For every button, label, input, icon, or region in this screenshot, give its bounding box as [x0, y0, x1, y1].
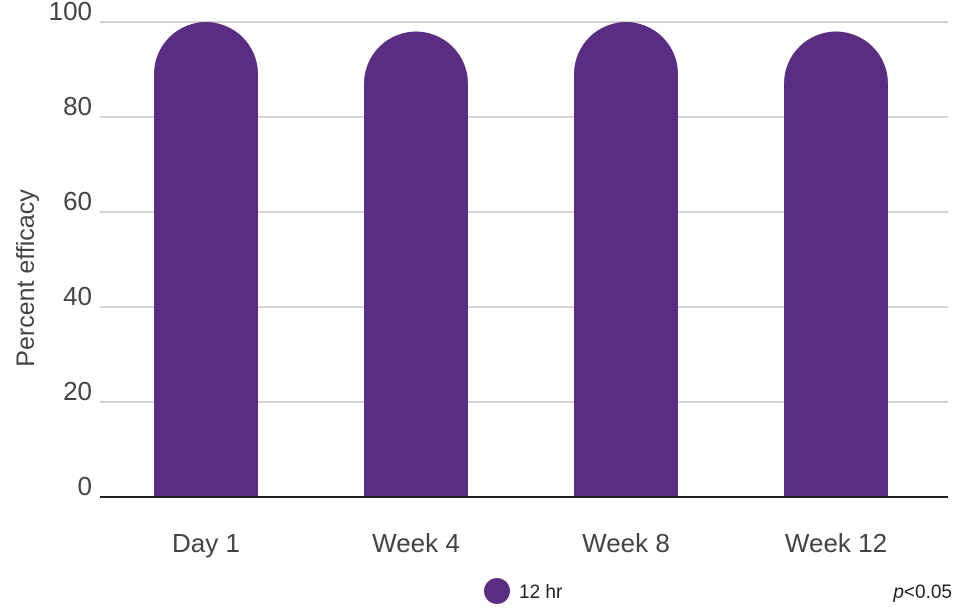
legend-swatch-12hr	[484, 578, 510, 604]
legend-label-12hr: 12 hr	[519, 582, 563, 603]
y-tick-label-40: 40	[63, 281, 92, 311]
p-value-annotation: p<0.05	[892, 582, 952, 603]
y-tick-labels: 0 20 40 60 80 100	[49, 0, 92, 501]
y-tick-label-100: 100	[49, 0, 92, 26]
bar-week-12	[784, 31, 888, 498]
x-tick-label-day-1: Day 1	[172, 528, 240, 558]
x-tick-labels: Day 1 Week 4 Week 8 Week 12	[172, 528, 887, 558]
bar-week-8	[574, 22, 678, 497]
legend: 12 hr	[484, 578, 563, 604]
x-tick-label-week-8: Week 8	[582, 528, 670, 558]
y-tick-label-80: 80	[63, 91, 92, 121]
y-tick-label-20: 20	[63, 376, 92, 406]
p-value-symbol: p	[892, 582, 904, 603]
bar-week-4	[364, 31, 468, 497]
x-tick-label-week-12: Week 12	[785, 528, 887, 558]
bars	[154, 22, 888, 498]
y-axis-title: Percent efficacy	[12, 189, 40, 367]
bar-day-1	[154, 22, 258, 497]
y-tick-label-60: 60	[63, 186, 92, 216]
x-tick-label-week-4: Week 4	[372, 528, 460, 558]
y-tick-label-0: 0	[78, 471, 92, 501]
p-value-threshold: <0.05	[904, 582, 952, 603]
